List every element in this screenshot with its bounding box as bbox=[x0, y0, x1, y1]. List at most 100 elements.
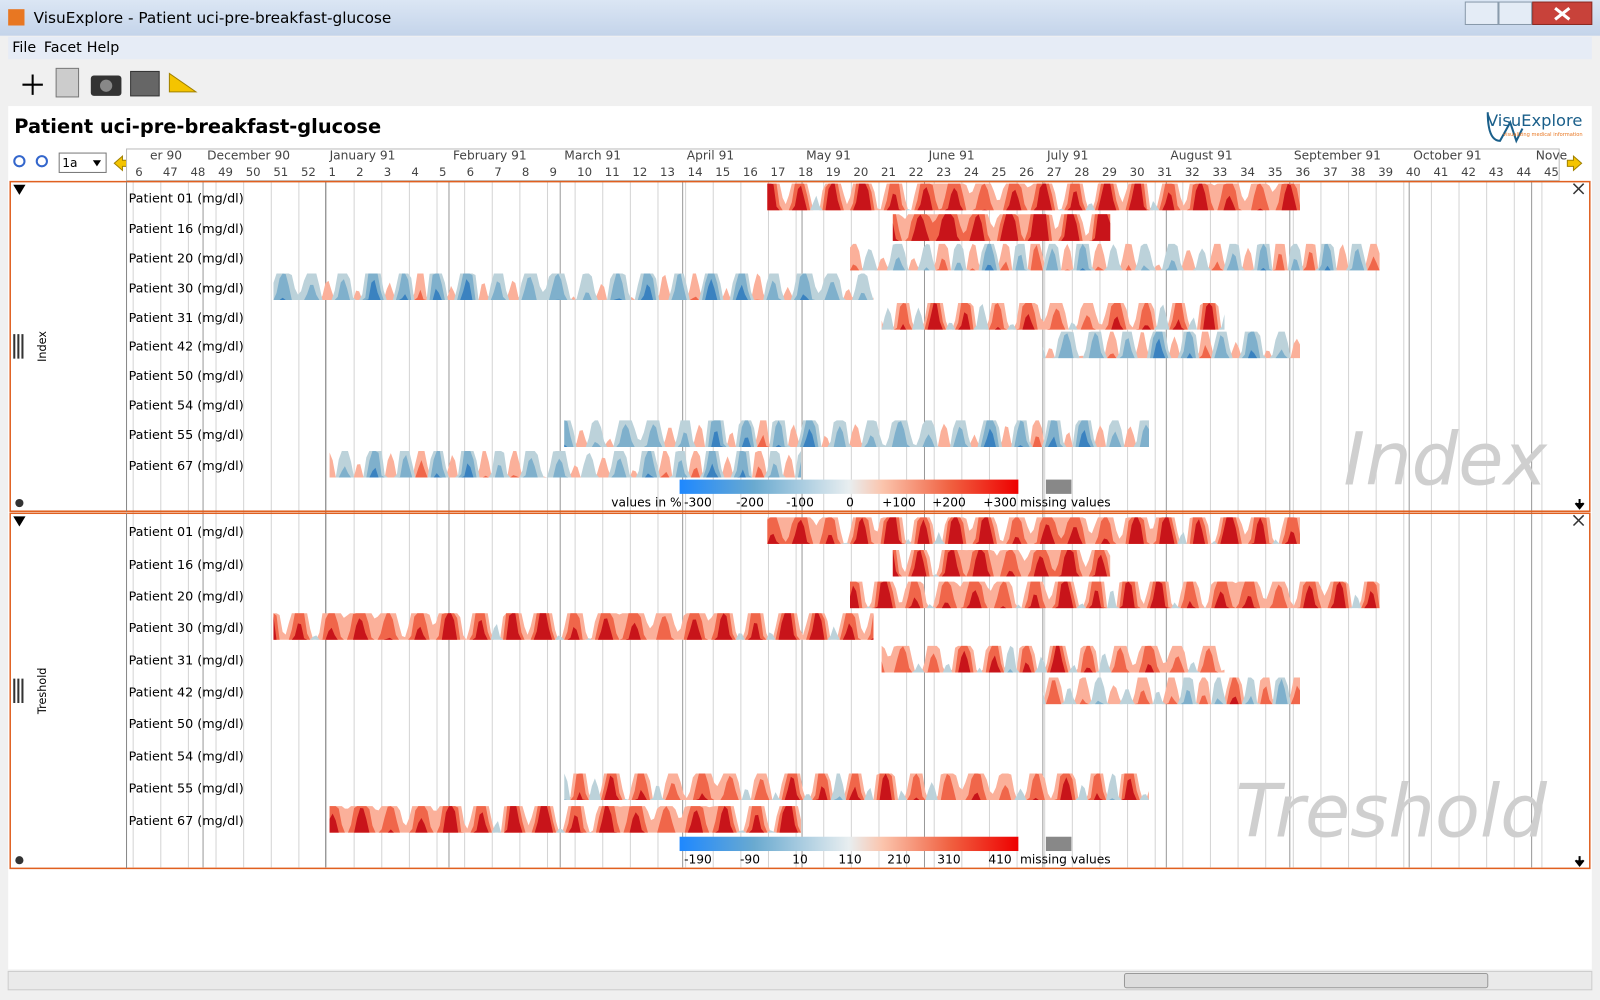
row-label: Patient 54 (mg/dl) bbox=[129, 399, 244, 414]
page-title: Patient uci-pre-breakfast-glucose bbox=[14, 115, 381, 138]
minimize-button[interactable] bbox=[1464, 1, 1499, 25]
horizon-area bbox=[273, 273, 874, 300]
row-label: Patient 50 (mg/dl) bbox=[129, 369, 244, 384]
menu-item[interactable]: Facet bbox=[44, 40, 82, 56]
title-bar bbox=[0, 0, 1600, 36]
week-label: 36 bbox=[1295, 165, 1310, 179]
panel-handle[interactable] bbox=[13, 678, 24, 704]
horizon-area bbox=[329, 460, 802, 478]
logo-tagline: visualizing medical information bbox=[1503, 132, 1583, 138]
scroll-thumb[interactable] bbox=[1123, 972, 1489, 989]
legend-label: +200 bbox=[932, 496, 966, 510]
week-label: 49 bbox=[218, 165, 233, 179]
row-label: Patient 67 (mg/dl) bbox=[129, 459, 244, 474]
month-label: March 91 bbox=[564, 149, 621, 163]
month-label: June 91 bbox=[928, 149, 975, 163]
week-label: 43 bbox=[1489, 165, 1504, 179]
week-label: 44 bbox=[1516, 165, 1531, 179]
collapse-toggle[interactable] bbox=[13, 184, 26, 195]
zoom-in[interactable] bbox=[13, 155, 26, 168]
week-label: 2 bbox=[356, 165, 363, 179]
panel-close[interactable] bbox=[1572, 183, 1585, 195]
horizon-area bbox=[273, 613, 874, 640]
week-label: 37 bbox=[1323, 165, 1338, 179]
week-label: 30 bbox=[1130, 165, 1145, 179]
legend-scale bbox=[679, 836, 1019, 852]
app-icon bbox=[8, 9, 25, 26]
panel-name: Treshold bbox=[36, 668, 49, 716]
menu-item[interactable]: Help bbox=[87, 40, 120, 56]
horizon-area bbox=[850, 243, 1380, 271]
legend-label: -90 bbox=[740, 853, 760, 867]
legend-label: -100 bbox=[786, 496, 814, 510]
row-label: Patient 20 (mg/dl) bbox=[129, 252, 244, 267]
dropdown-arrow bbox=[92, 160, 102, 167]
row-label: Patient 55 (mg/dl) bbox=[129, 428, 244, 443]
scroll-right[interactable] bbox=[1566, 154, 1583, 172]
legend-label: +100 bbox=[882, 496, 916, 510]
logo: VisuExplore bbox=[1487, 111, 1582, 130]
menu-item[interactable]: File bbox=[12, 40, 36, 56]
horizon-area bbox=[850, 243, 1380, 271]
logo-mark bbox=[1486, 112, 1524, 144]
week-label: 19 bbox=[826, 165, 841, 179]
toolbar bbox=[8, 61, 1592, 105]
ruler-icon[interactable] bbox=[168, 72, 198, 93]
collapse-toggle[interactable] bbox=[13, 516, 26, 527]
horizon-area bbox=[881, 645, 1225, 673]
week-label: 1 bbox=[329, 165, 336, 179]
month-label: er 90 bbox=[150, 149, 182, 163]
horizon-area bbox=[564, 773, 1149, 800]
week-label: 51 bbox=[273, 165, 288, 179]
timeline-bg bbox=[126, 148, 1560, 182]
zoom-select[interactable] bbox=[58, 152, 107, 173]
panel-settings[interactable] bbox=[15, 856, 24, 865]
table-icon[interactable] bbox=[55, 67, 80, 98]
panel-settings[interactable] bbox=[15, 498, 24, 508]
week-label: 34 bbox=[1240, 165, 1255, 179]
horizon-area bbox=[767, 517, 1300, 544]
week-label: 22 bbox=[909, 165, 924, 179]
week-label: 13 bbox=[660, 165, 675, 179]
panel-handle[interactable] bbox=[13, 334, 24, 359]
horizon-area bbox=[892, 574, 1111, 577]
week-label: 15 bbox=[715, 165, 730, 179]
row-label: Patient 31 (mg/dl) bbox=[129, 654, 244, 669]
week-label: 14 bbox=[688, 165, 703, 179]
legend-label: -200 bbox=[736, 496, 764, 510]
close-icon bbox=[1554, 6, 1571, 21]
add-icon[interactable] bbox=[22, 74, 43, 95]
week-label: 47 bbox=[163, 165, 178, 179]
menu: File Facet Help bbox=[12, 40, 119, 56]
horizon-area bbox=[767, 183, 1300, 211]
legend-label: 110 bbox=[838, 853, 861, 867]
legend-label: -190 bbox=[684, 853, 712, 867]
legend-label: missing values bbox=[1020, 853, 1111, 867]
week-label: 27 bbox=[1047, 165, 1062, 179]
week-label: 42 bbox=[1461, 165, 1476, 179]
legend-label: 210 bbox=[887, 853, 910, 867]
week-label: 18 bbox=[798, 165, 813, 179]
zoom-out[interactable] bbox=[35, 155, 48, 168]
row-label: Patient 16 (mg/dl) bbox=[129, 222, 244, 237]
month-label: Nove bbox=[1536, 149, 1567, 163]
month-label: August 91 bbox=[1170, 149, 1232, 163]
zoom-level: 1a bbox=[62, 156, 77, 170]
week-label: 33 bbox=[1212, 165, 1227, 179]
week-label: 48 bbox=[190, 165, 205, 179]
week-label: 41 bbox=[1433, 165, 1448, 179]
legend-label: 310 bbox=[937, 853, 960, 867]
legend-label: missing values bbox=[1020, 496, 1111, 510]
maximize-button[interactable] bbox=[1498, 1, 1533, 25]
horizon-area bbox=[1042, 331, 1300, 359]
horizon-area bbox=[881, 303, 1225, 330]
camera-lens bbox=[100, 79, 113, 92]
horizon-area bbox=[850, 590, 1380, 609]
print-icon[interactable] bbox=[130, 70, 160, 97]
horizon-area bbox=[892, 550, 1111, 577]
month-label: July 91 bbox=[1046, 149, 1088, 163]
row-label: Patient 30 (mg/dl) bbox=[129, 281, 244, 296]
panel-close[interactable] bbox=[1572, 514, 1585, 527]
week-label: 35 bbox=[1268, 165, 1283, 179]
